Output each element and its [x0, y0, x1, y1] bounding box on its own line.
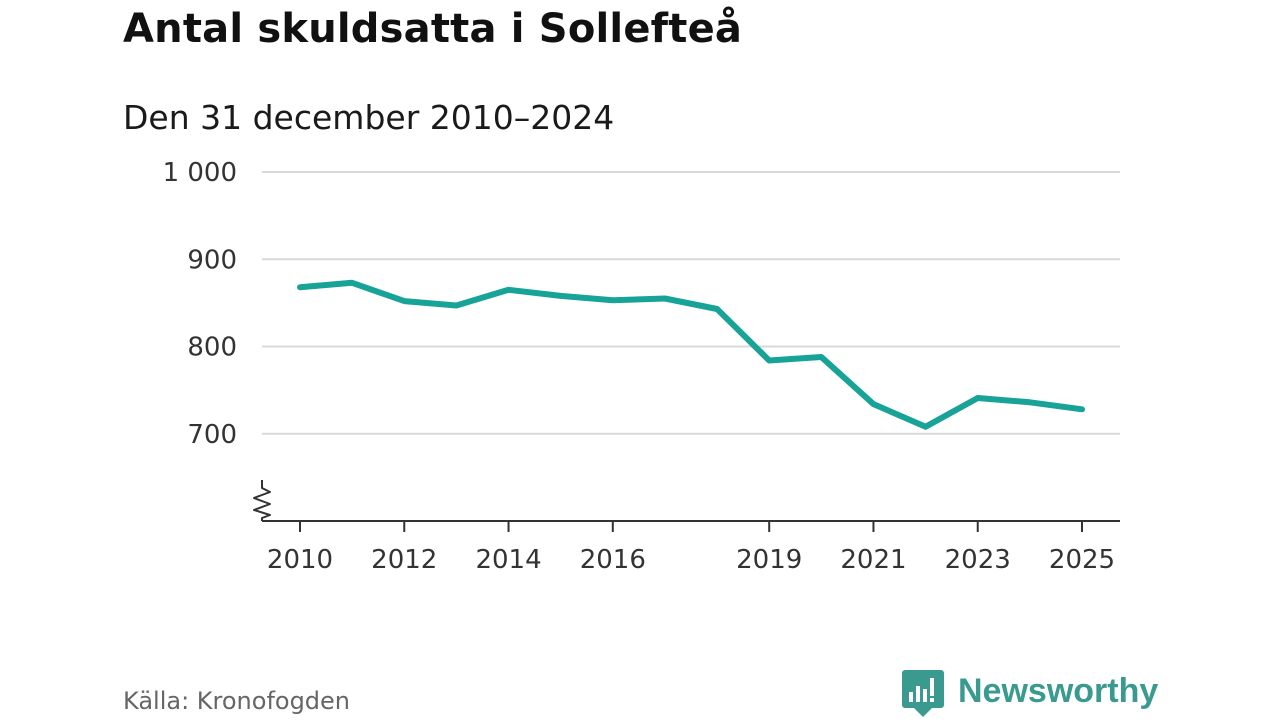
series-line [297, 279, 1085, 430]
data-point [662, 296, 668, 302]
data-point [870, 401, 876, 407]
x-tick-label: 2021 [840, 545, 906, 575]
y-tick-label: 700 [187, 420, 237, 450]
y-tick-label: 900 [187, 245, 237, 275]
brand-name: Newsworthy [958, 671, 1159, 710]
newsworthy-logo-icon [902, 670, 944, 717]
data-point [766, 357, 772, 363]
data-point [610, 297, 616, 303]
data-point [1027, 399, 1033, 405]
chart-title: Antal skuldsatta i Sollefteå [123, 6, 743, 52]
data-point [558, 293, 564, 299]
chart-subtitle: Den 31 december 2010–2024 [123, 98, 615, 137]
x-tick-label: 2010 [267, 545, 333, 575]
y-tick-label: 1 000 [163, 158, 237, 188]
x-tick-label: 2019 [736, 545, 802, 575]
data-point [453, 302, 459, 308]
brand-logo: Newsworthy [902, 670, 1158, 718]
data-point [714, 306, 720, 312]
data-point [923, 424, 929, 430]
y-tick-label: 800 [187, 333, 237, 363]
data-point [349, 280, 355, 286]
data-point [401, 298, 407, 304]
x-tick-label: 2023 [945, 545, 1011, 575]
data-point [818, 354, 824, 360]
x-tick-label: 2025 [1049, 545, 1115, 575]
data-point [1079, 406, 1085, 412]
x-tick-label: 2014 [475, 545, 541, 575]
axis-break-icon [253, 480, 271, 521]
x-tick-label: 2016 [580, 545, 646, 575]
data-point [975, 395, 981, 401]
x-tick-label: 2012 [371, 545, 437, 575]
data-point [297, 284, 303, 290]
data-point [506, 287, 512, 293]
source-note: Källa: Kronofogden [123, 687, 351, 715]
